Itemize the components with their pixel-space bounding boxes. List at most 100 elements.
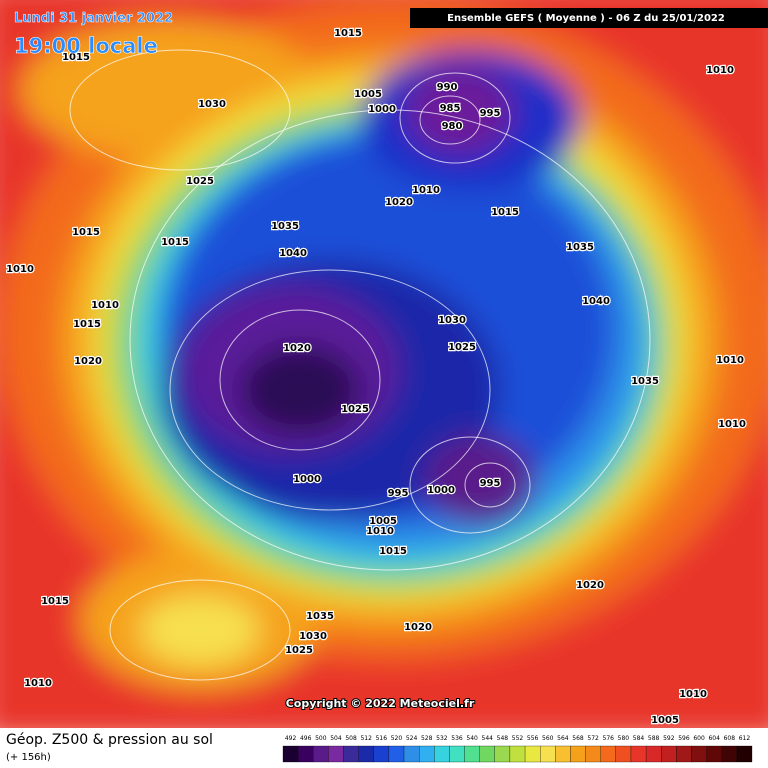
scale-swatch [297, 745, 314, 763]
scale-swatch [282, 745, 299, 763]
scale-label: 504 [330, 735, 342, 742]
scale-label: 568 [572, 735, 584, 742]
scale-label: 496 [300, 735, 312, 742]
scale-label: 512 [360, 735, 372, 742]
scale-swatch [661, 745, 677, 763]
scale-label: 612 [739, 735, 751, 742]
scale-label: 524 [406, 735, 418, 742]
footer-title: Géop. Z500 & pression au sol [6, 732, 213, 748]
scale-swatch [358, 745, 374, 763]
scale-swatch [555, 745, 571, 763]
scale-label: 600 [693, 735, 705, 742]
scale-label: 556 [527, 735, 539, 742]
isobar-label: 1010 [706, 65, 734, 76]
scale-label: 592 [663, 735, 675, 742]
scale-swatch [706, 745, 722, 763]
isobar-labels: 1015 1015 1030 1005 990 985 995 1000 980 1010 1025… [5, 27, 747, 728]
scale-label: 552 [512, 735, 524, 742]
scale-swatch [419, 745, 435, 763]
isobar-label: 1040 [279, 248, 307, 259]
scale-swatch [494, 745, 511, 763]
date: Lundi 31 janvier 2022 [14, 11, 173, 26]
isobar-label: 1020 [385, 197, 413, 208]
isobar-label: 1030 [438, 315, 466, 326]
scale-label: 576 [603, 735, 615, 742]
scale-label: 604 [708, 735, 720, 742]
isobar-label: 1000 [427, 485, 455, 496]
scale-swatch [403, 745, 420, 763]
scale-swatch [570, 745, 586, 763]
scale-swatch [313, 745, 329, 763]
isobar-label: 1010 [718, 419, 746, 430]
isobar-label: 1010 [679, 689, 707, 700]
isobar-label: 1015 [379, 546, 407, 557]
isobar-label: 1015 [161, 237, 189, 248]
footer-subtitle: (+ 156h) [6, 752, 51, 763]
isobar-label: 1000 [368, 104, 396, 115]
scale-label: 608 [724, 735, 736, 742]
scale-label: 540 [466, 735, 478, 742]
scale-swatch [343, 745, 359, 763]
scale-swatch [600, 745, 616, 763]
isobar-label: 1040 [582, 296, 610, 307]
isobar-label: 1030 [198, 99, 226, 110]
isobar-label: 1020 [74, 356, 102, 367]
scale-label: 532 [436, 735, 448, 742]
isobar-label: 995 [388, 488, 409, 499]
isobar-label: 1025 [341, 404, 369, 415]
scale-swatch [449, 745, 465, 763]
scale-swatch [630, 745, 647, 763]
isobar-label: 1025 [186, 176, 214, 187]
isobar-label: 1030 [299, 631, 327, 642]
scale-swatch [691, 745, 707, 763]
isobar-label: 1010 [91, 300, 119, 311]
isobar-label: 1005 [354, 89, 382, 100]
isobar-label: 1015 [73, 319, 101, 330]
scale-swatch [328, 745, 344, 763]
isobar-label: 1025 [285, 645, 313, 656]
scale-swatch [721, 745, 738, 763]
isobar-label: 1020 [283, 343, 311, 354]
isobar-label: 985 [440, 103, 461, 114]
color-scale: 492 496 500 504 508 512 516 520 524 528 532 536 540 5… [282, 735, 753, 763]
run-info: Ensemble GEFS ( Moyenne ) - 06 Z du 25/0… [447, 13, 725, 24]
isobar-label: 1010 [6, 264, 34, 275]
isobar-label: 1020 [576, 580, 604, 591]
isobar-label: 1015 [72, 227, 100, 238]
scale-label: 564 [557, 735, 569, 742]
scale-swatch [434, 745, 450, 763]
scale-label: 528 [421, 735, 433, 742]
isobar-label: 1035 [631, 376, 659, 387]
scale-swatch [645, 745, 662, 763]
scale-label: 548 [497, 735, 509, 742]
scale-label: 596 [678, 735, 690, 742]
contours [69, 49, 651, 681]
isobar-label: 1035 [566, 242, 594, 253]
scale-label: 492 [285, 735, 297, 742]
scale-label: 520 [391, 735, 403, 742]
isobar-label: 1015 [41, 596, 69, 607]
scale-swatch [464, 745, 480, 763]
isobar-label: 1010 [412, 185, 440, 196]
scale-swatch [479, 745, 495, 763]
isobar-label: 990 [437, 82, 458, 93]
scale-swatch [676, 745, 692, 763]
isobar-label: 1015 [62, 52, 90, 63]
isobar-label: 1015 [334, 28, 362, 39]
scale-swatch [585, 745, 601, 763]
scale-label: 516 [376, 735, 388, 742]
run-box [410, 8, 768, 28]
scale-label: 588 [648, 735, 660, 742]
copyright: Copyright © 2022 Meteociel.fr [286, 697, 475, 710]
isobar-label: 1025 [448, 342, 476, 353]
isobar-label: 980 [442, 121, 463, 132]
scale-swatch [736, 745, 753, 763]
isobar-label: 1010 [716, 355, 744, 366]
isobar-label: 1005 [369, 516, 397, 527]
scale-label: 572 [587, 735, 599, 742]
scale-swatch [615, 745, 632, 763]
isobar-label: 995 [480, 478, 501, 489]
isobar-label: 1015 [491, 207, 519, 218]
scale-swatch [509, 745, 526, 763]
